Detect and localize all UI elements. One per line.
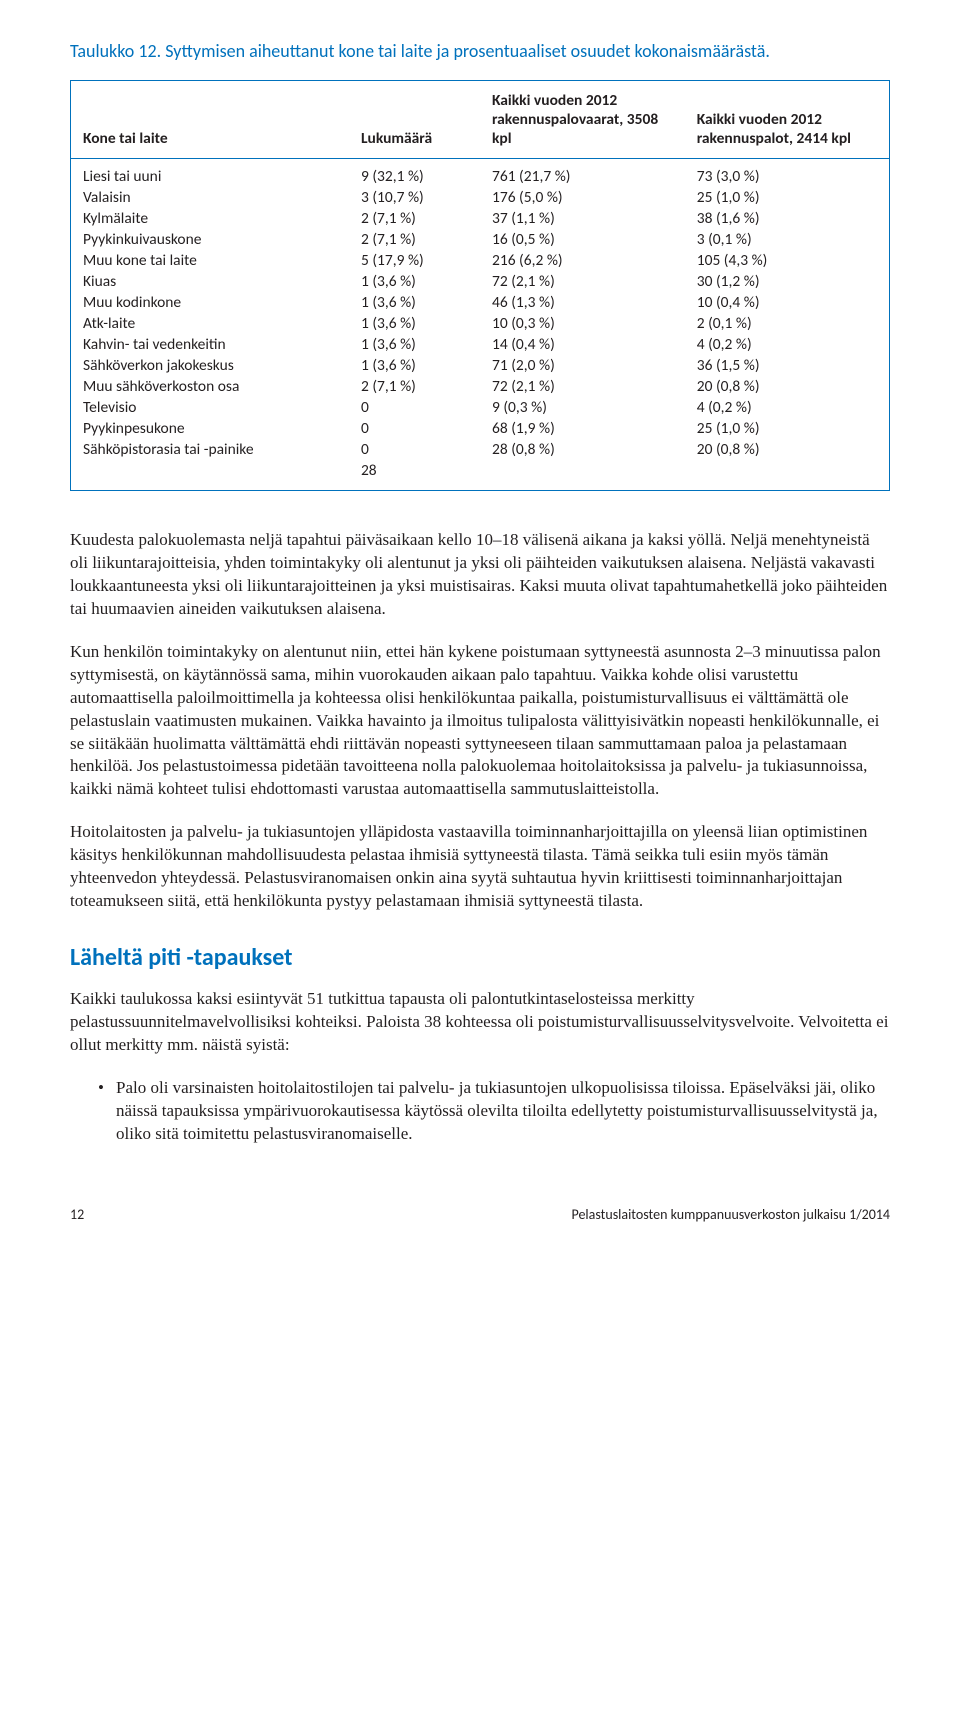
table-cell: 28 bbox=[349, 460, 480, 491]
table-cell bbox=[685, 460, 890, 491]
table-cell: 2 (7,1 %) bbox=[349, 376, 480, 397]
paragraph: Kun henkilön toimintakyky on alentunut n… bbox=[70, 641, 890, 802]
table-cell: 25 (1,0 %) bbox=[685, 418, 890, 439]
table-cell: 9 (32,1 %) bbox=[349, 159, 480, 188]
table-row: Muu sähköverkoston osa2 (7,1 %)72 (2,1 %… bbox=[71, 376, 890, 397]
table-cell: Valaisin bbox=[71, 187, 349, 208]
table-cell bbox=[71, 460, 349, 491]
paragraph: Hoitolaitosten ja palvelu- ja tukiasunto… bbox=[70, 821, 890, 913]
page-footer: 12 Pelastuslaitosten kumppanuusverkoston… bbox=[70, 1206, 890, 1223]
table-row: Muu kodinkone1 (3,6 %)46 (1,3 %)10 (0,4 … bbox=[71, 292, 890, 313]
table-cell: 20 (0,8 %) bbox=[685, 439, 890, 460]
table-cell: Televisio bbox=[71, 397, 349, 418]
table-cell: 3 (10,7 %) bbox=[349, 187, 480, 208]
table-cell: 72 (2,1 %) bbox=[480, 271, 685, 292]
table-cell: 36 (1,5 %) bbox=[685, 355, 890, 376]
table-cell: 0 bbox=[349, 439, 480, 460]
col-header: Kone tai laite bbox=[71, 81, 349, 159]
table-cell: 3 (0,1 %) bbox=[685, 229, 890, 250]
table-cell: 1 (3,6 %) bbox=[349, 271, 480, 292]
table-cell: 9 (0,3 %) bbox=[480, 397, 685, 418]
table-row: Televisio09 (0,3 %)4 (0,2 %) bbox=[71, 397, 890, 418]
page-number: 12 bbox=[70, 1206, 84, 1223]
table-row: Valaisin3 (10,7 %)176 (5,0 %)25 (1,0 %) bbox=[71, 187, 890, 208]
table-cell: 2 (7,1 %) bbox=[349, 208, 480, 229]
table-cell: 38 (1,6 %) bbox=[685, 208, 890, 229]
table-cell: 2 (0,1 %) bbox=[685, 313, 890, 334]
table-row: Liesi tai uuni9 (32,1 %)761 (21,7 %)73 (… bbox=[71, 159, 890, 188]
table-row: Sähköverkon jakokeskus1 (3,6 %)71 (2,0 %… bbox=[71, 355, 890, 376]
table-cell: 46 (1,3 %) bbox=[480, 292, 685, 313]
table-row: Sähköpistorasia tai -painike028 (0,8 %)2… bbox=[71, 439, 890, 460]
table-cell: Muu kodinkone bbox=[71, 292, 349, 313]
table-cell: Kiuas bbox=[71, 271, 349, 292]
table-cell: 73 (3,0 %) bbox=[685, 159, 890, 188]
table-row: Atk-laite1 (3,6 %)10 (0,3 %)2 (0,1 %) bbox=[71, 313, 890, 334]
col-header: Lukumäärä bbox=[349, 81, 480, 159]
table-cell: 71 (2,0 %) bbox=[480, 355, 685, 376]
table-cell: 2 (7,1 %) bbox=[349, 229, 480, 250]
table-cell: Liesi tai uuni bbox=[71, 159, 349, 188]
table-cell: Pyykinkuivauskone bbox=[71, 229, 349, 250]
table-cell: 10 (0,3 %) bbox=[480, 313, 685, 334]
publication-label: Pelastuslaitosten kumppanuusverkoston ju… bbox=[572, 1206, 891, 1223]
table-row: Kiuas1 (3,6 %)72 (2,1 %)30 (1,2 %) bbox=[71, 271, 890, 292]
paragraph: Kuudesta palokuolemasta neljä tapahtui p… bbox=[70, 529, 890, 621]
table-cell: 28 (0,8 %) bbox=[480, 439, 685, 460]
table-cell bbox=[480, 460, 685, 491]
table-cell: 20 (0,8 %) bbox=[685, 376, 890, 397]
table-row: Muu kone tai laite5 (17,9 %)216 (6,2 %)1… bbox=[71, 250, 890, 271]
paragraph: Kaikki taulukossa kaksi esiintyvät 51 tu… bbox=[70, 988, 890, 1057]
table-cell: 0 bbox=[349, 418, 480, 439]
table-cell: 216 (6,2 %) bbox=[480, 250, 685, 271]
table-cell: 14 (0,4 %) bbox=[480, 334, 685, 355]
table-cell: 37 (1,1 %) bbox=[480, 208, 685, 229]
table-cell: 72 (2,1 %) bbox=[480, 376, 685, 397]
table-cell: Muu kone tai laite bbox=[71, 250, 349, 271]
table-cell: Muu sähköverkoston osa bbox=[71, 376, 349, 397]
section-heading: Läheltä piti -tapaukset bbox=[70, 943, 890, 972]
table-cell: 68 (1,9 %) bbox=[480, 418, 685, 439]
data-table: Kone tai laite Lukumäärä Kaikki vuoden 2… bbox=[70, 80, 890, 491]
table-cell: 4 (0,2 %) bbox=[685, 334, 890, 355]
table-cell: 30 (1,2 %) bbox=[685, 271, 890, 292]
table-cell: 1 (3,6 %) bbox=[349, 334, 480, 355]
col-header: Kaikki vuoden 2012 rakennuspalovaarat, 3… bbox=[480, 81, 685, 159]
table-row: Kylmälaite2 (7,1 %)37 (1,1 %)38 (1,6 %) bbox=[71, 208, 890, 229]
table-cell: 0 bbox=[349, 397, 480, 418]
table-cell: 105 (4,3 %) bbox=[685, 250, 890, 271]
table-cell: 4 (0,2 %) bbox=[685, 397, 890, 418]
table-cell: 10 (0,4 %) bbox=[685, 292, 890, 313]
col-header: Kaikki vuoden 2012 rakennuspalot, 2414 k… bbox=[685, 81, 890, 159]
table-row: 28 bbox=[71, 460, 890, 491]
table-cell: 761 (21,7 %) bbox=[480, 159, 685, 188]
table-row: Kahvin- tai vedenkeitin1 (3,6 %)14 (0,4 … bbox=[71, 334, 890, 355]
table-cell: 1 (3,6 %) bbox=[349, 313, 480, 334]
table-row: Pyykinpesukone068 (1,9 %)25 (1,0 %) bbox=[71, 418, 890, 439]
table-cell: Pyykinpesukone bbox=[71, 418, 349, 439]
table-cell: Sähköverkon jakokeskus bbox=[71, 355, 349, 376]
table-cell: 25 (1,0 %) bbox=[685, 187, 890, 208]
table-title: Taulukko 12. Syttymisen aiheuttanut kone… bbox=[70, 40, 890, 62]
table-cell: 16 (0,5 %) bbox=[480, 229, 685, 250]
table-cell: 1 (3,6 %) bbox=[349, 292, 480, 313]
bullet-list: Palo oli varsinaisten hoitolaitostilojen… bbox=[70, 1077, 890, 1146]
table-cell: 176 (5,0 %) bbox=[480, 187, 685, 208]
table-cell: Kylmälaite bbox=[71, 208, 349, 229]
table-cell: Atk-laite bbox=[71, 313, 349, 334]
table-cell: Kahvin- tai vedenkeitin bbox=[71, 334, 349, 355]
table-cell: Sähköpistorasia tai -painike bbox=[71, 439, 349, 460]
table-cell: 1 (3,6 %) bbox=[349, 355, 480, 376]
table-row: Pyykinkuivauskone2 (7,1 %)16 (0,5 %)3 (0… bbox=[71, 229, 890, 250]
list-item: Palo oli varsinaisten hoitolaitostilojen… bbox=[98, 1077, 890, 1146]
table-cell: 5 (17,9 %) bbox=[349, 250, 480, 271]
